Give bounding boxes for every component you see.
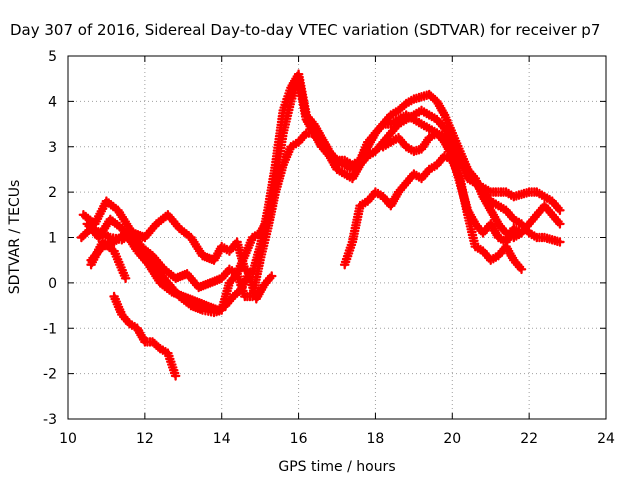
y-tick-label: 1 <box>48 231 57 247</box>
series-track-5 <box>86 237 131 284</box>
x-tick-label: 18 <box>367 431 385 447</box>
x-tick-label: 16 <box>290 431 308 447</box>
series-track-6 <box>109 291 181 381</box>
x-axis: 10 12 14 16 18 20 22 24 <box>59 56 615 447</box>
chart-title: Day 307 of 2016, Sidereal Day-to-day VTE… <box>10 21 600 39</box>
y-tick-label: -1 <box>43 321 57 337</box>
series-markers <box>86 237 131 284</box>
x-tick-label: 24 <box>597 431 615 447</box>
y-tick-label: 2 <box>48 185 57 201</box>
series-track-7 <box>339 151 527 275</box>
x-axis-label: GPS time / hours <box>278 459 395 475</box>
y-tick-label: 5 <box>48 49 57 65</box>
series-track-2 <box>78 110 565 302</box>
y-tick-label: 0 <box>48 276 57 292</box>
series-layer <box>76 69 565 381</box>
x-tick-label: 20 <box>443 431 461 447</box>
y-axis-label: SDTVAR / TECUs <box>7 180 23 295</box>
x-tick-label: 14 <box>213 431 231 447</box>
y-tick-label: -3 <box>43 412 57 428</box>
series-track-8 <box>378 128 527 247</box>
x-tick-label: 22 <box>520 431 538 447</box>
y-tick-label: -2 <box>43 367 57 383</box>
series-markers <box>339 151 527 275</box>
y-tick-label: 4 <box>48 94 57 110</box>
y-axis: -3 -2 -1 0 1 2 3 4 5 <box>43 49 606 428</box>
series-markers <box>378 128 527 247</box>
x-tick-label: 12 <box>136 431 154 447</box>
x-tick-label: 10 <box>59 431 77 447</box>
series-markers <box>109 291 181 381</box>
y-tick-label: 3 <box>48 140 57 156</box>
